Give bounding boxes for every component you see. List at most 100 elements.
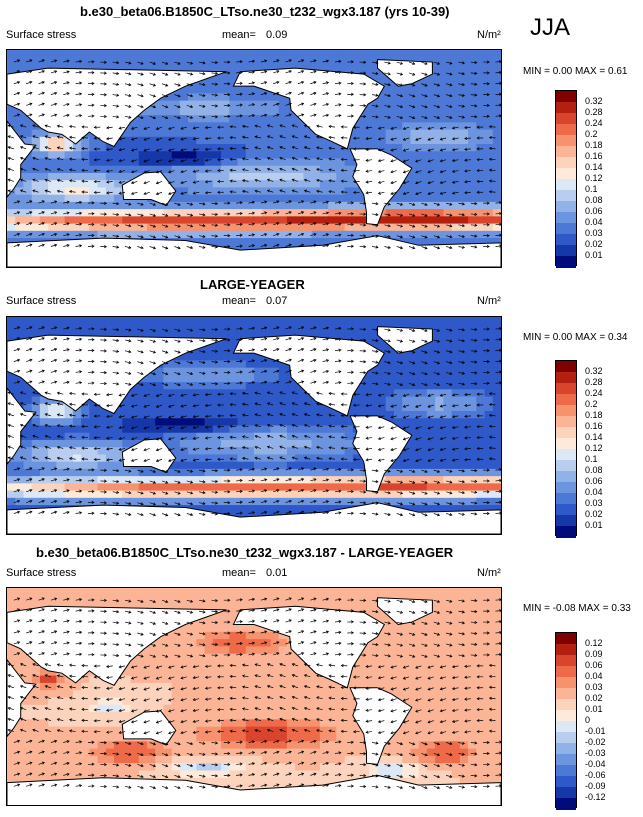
field-cell: [130, 129, 140, 138]
field-cell: [39, 223, 49, 232]
stress-vector-head: [217, 158, 221, 162]
field-cell: [196, 374, 206, 383]
field-cell: [468, 216, 477, 225]
stress-vector-head: [227, 212, 231, 216]
field-cell: [468, 425, 477, 434]
field-cell: [39, 497, 49, 506]
field-cell: [64, 172, 74, 181]
stress-vector: [297, 244, 304, 247]
stress-vector: [112, 115, 119, 118]
field-cell: [443, 324, 453, 333]
stress-vector: [458, 115, 465, 118]
field-cell: [229, 425, 239, 434]
field-cell: [295, 454, 304, 463]
stress-vector-head: [91, 222, 95, 227]
stress-vector-head: [439, 148, 443, 152]
field-cell: [229, 238, 239, 246]
field-cell: [459, 50, 469, 58]
stress-vector-head: [217, 190, 221, 194]
stress-vector-head: [461, 115, 466, 119]
stress-vector: [464, 137, 471, 139]
stress-vector: [408, 105, 415, 108]
field-cell: [393, 360, 403, 369]
field-cell: [352, 64, 362, 73]
field-cell: [229, 122, 239, 131]
stress-vector: [279, 124, 286, 128]
stress-vector: [433, 105, 440, 108]
stress-vector-head: [152, 224, 157, 228]
stress-vector: [495, 202, 501, 204]
field-cell: [410, 129, 420, 138]
stress-vector-head: [190, 83, 194, 87]
field-cell: [245, 122, 255, 131]
field-cell: [188, 151, 197, 160]
field-cell: [179, 382, 189, 390]
field-cell: [295, 490, 304, 499]
field-cell: [295, 165, 304, 174]
stress-vector-head: [350, 201, 354, 205]
field-cell: [286, 238, 296, 246]
stress-vector: [371, 105, 378, 107]
field-cell: [295, 468, 304, 477]
field-cell: [459, 194, 469, 203]
field-cell: [196, 86, 206, 94]
field-cell: [468, 230, 477, 239]
field-cell: [484, 158, 494, 167]
field-cell: [81, 447, 90, 456]
stress-vector-head: [103, 234, 107, 238]
field-cell: [39, 403, 49, 412]
field-cell: [311, 418, 321, 427]
field-cell: [179, 374, 189, 383]
stress-vector-head: [377, 191, 382, 195]
field-cell: [146, 115, 156, 123]
colorbar-swatch: [556, 190, 576, 202]
stress-vector: [211, 213, 218, 215]
field-cell: [336, 151, 346, 160]
stress-vector-head: [192, 191, 196, 195]
stress-vector-head: [264, 113, 268, 117]
field-cell: [64, 50, 74, 58]
field-cell: [188, 172, 197, 181]
stress-vector: [106, 191, 113, 194]
stress-vector-head: [476, 147, 480, 151]
stress-vector: [236, 61, 243, 63]
colorbar-swatch: [556, 168, 576, 180]
field-cell: [237, 93, 247, 102]
stress-vector: [57, 125, 64, 128]
field-cell: [336, 144, 346, 152]
field-cell: [295, 129, 304, 138]
stress-vector-head: [377, 180, 382, 184]
stress-vector-head: [451, 169, 456, 173]
field-cell: [179, 230, 189, 239]
field-cell: [72, 324, 82, 333]
stress-vector: [131, 181, 138, 184]
field-cell: [163, 57, 173, 66]
stress-vector-head: [227, 114, 231, 118]
field-cell: [278, 158, 288, 167]
stress-vector-head: [168, 159, 172, 163]
field-cell: [270, 490, 280, 499]
field-cell: [15, 483, 25, 492]
field-cell: [171, 389, 181, 398]
field-cell: [254, 158, 263, 167]
field-cell: [97, 439, 107, 448]
stress-vector: [334, 82, 341, 85]
stress-vector-head: [328, 135, 332, 139]
field-cell: [476, 115, 486, 123]
stress-vector: [446, 94, 452, 97]
stress-vector: [131, 148, 138, 151]
field-cell: [319, 497, 329, 506]
field-cell: [426, 497, 436, 506]
stress-vector: [292, 157, 299, 161]
stress-vector: [371, 224, 378, 227]
field-cell: [212, 57, 222, 66]
stress-vector: [334, 201, 341, 204]
stress-vector-head: [103, 212, 107, 216]
field-cell: [212, 194, 222, 203]
field-cell: [410, 403, 420, 412]
field-cell: [245, 324, 255, 333]
stress-vector: [322, 71, 329, 74]
stress-vector-head: [192, 137, 196, 141]
field-cell: [385, 490, 395, 499]
stress-vector-head: [439, 191, 443, 195]
